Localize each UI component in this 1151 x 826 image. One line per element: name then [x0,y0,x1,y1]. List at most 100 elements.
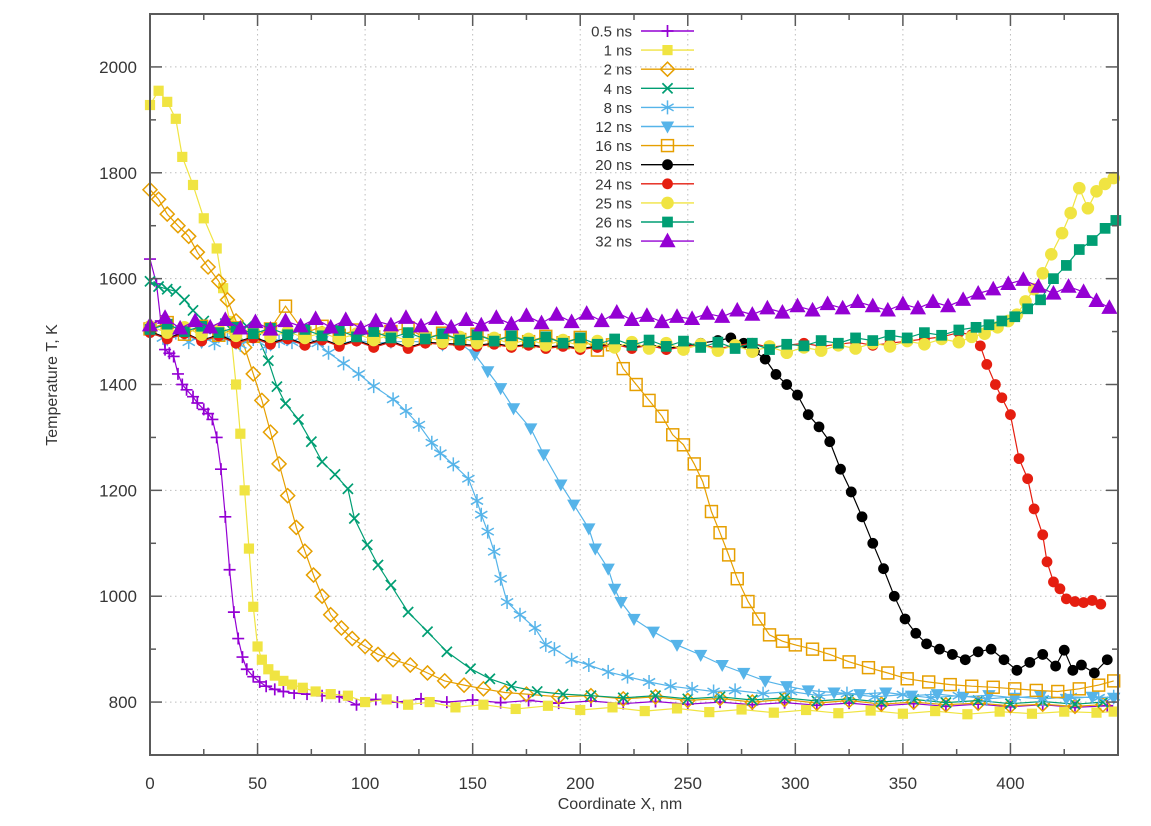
series-marker [970,284,987,300]
legend-item-16ns: 16 ns [595,138,694,155]
series-marker [642,674,656,689]
series-marker [1067,664,1079,676]
series-marker [361,539,373,551]
series-marker [443,318,460,334]
series-marker [655,409,669,423]
series-marker [478,699,489,710]
series-marker [547,642,561,657]
series-marker [981,358,993,370]
series-marker [1000,275,1017,291]
series-marker [412,417,426,432]
series-marker [922,675,936,689]
series-marker [627,613,641,626]
series-marker [523,336,534,348]
series-marker [487,544,501,559]
series-marker [998,654,1010,666]
series-marker [187,312,204,328]
series-marker [1108,706,1119,717]
series-marker [474,507,488,522]
legend-label: 4 ns [604,81,632,98]
series-marker [965,679,979,693]
series-marker [385,332,397,344]
series-marker [247,670,260,683]
y-axis-title: Temperature T, K [44,324,61,446]
legend-label: 32 ns [595,234,632,251]
series-marker [248,601,259,612]
series-marker [456,677,473,694]
series-marker [953,324,965,336]
series-marker [219,291,236,308]
series-marker [1060,593,1072,605]
series-marker [223,563,236,576]
series-marker [496,684,513,701]
legend-marker-sample [662,178,673,190]
series-marker [277,685,290,698]
series-marker [897,708,908,719]
x-tick-label-150: 150 [458,774,486,793]
series-marker [322,345,336,360]
series-marker [788,638,803,652]
legend-marker-sample [661,100,674,115]
series-marker [638,307,655,322]
series-marker [1078,597,1089,608]
x-axis-title: Coordinate X, nm [558,796,683,813]
series-marker [1075,283,1092,298]
series-marker [1055,226,1069,240]
series-marker [729,301,746,317]
x-tick-label-350: 350 [889,774,917,793]
series-marker [664,679,678,694]
series-line [149,305,1114,693]
series-marker [884,329,896,341]
series-marker [730,572,744,586]
series-marker [881,666,895,680]
series-marker [729,343,741,354]
series-line [149,332,1114,700]
series-marker [433,446,447,461]
series-marker [262,355,274,367]
series-marker [833,337,844,349]
series-marker [567,499,581,512]
series-marker [488,335,500,347]
series-marker [522,694,535,707]
series-marker [946,649,958,660]
series-marker [607,583,622,596]
series-marker [210,431,223,444]
series-marker [744,306,761,321]
series-marker [853,689,867,702]
series-marker [621,669,635,684]
series-marker [278,675,289,686]
series-marker [397,309,415,324]
series-marker [934,643,945,655]
series-marker [823,647,837,662]
series-marker [930,689,944,702]
series-marker [1048,273,1059,284]
y-tick-label-2000: 2000 [99,58,137,77]
series-marker [762,628,777,642]
series-marker [666,428,680,442]
series-marker [959,654,971,666]
series-marker [985,280,1002,296]
series-marker [269,670,280,681]
series-marker [189,244,206,261]
y-tick-label-1800: 1800 [99,164,137,183]
series-marker [1013,453,1025,464]
series-marker [834,299,851,315]
series-marker [802,409,814,421]
series-marker [694,649,708,662]
series-marker [1086,235,1098,246]
y-tick-label-800: 800 [109,693,137,712]
series-marker [161,318,173,330]
series-marker [385,579,397,591]
series-marker [1076,659,1087,671]
series-marker [468,349,482,362]
series-marker [211,243,222,254]
series-marker [481,366,495,379]
series-marker [235,428,246,439]
y-tick-label-1600: 1600 [99,270,137,289]
legend-marker-sample [660,138,675,153]
series-marker [210,273,227,290]
series-marker [962,709,973,720]
legend-item-25ns: 25 ns [595,195,694,212]
series-marker [1036,267,1050,280]
series-line [149,331,1114,700]
